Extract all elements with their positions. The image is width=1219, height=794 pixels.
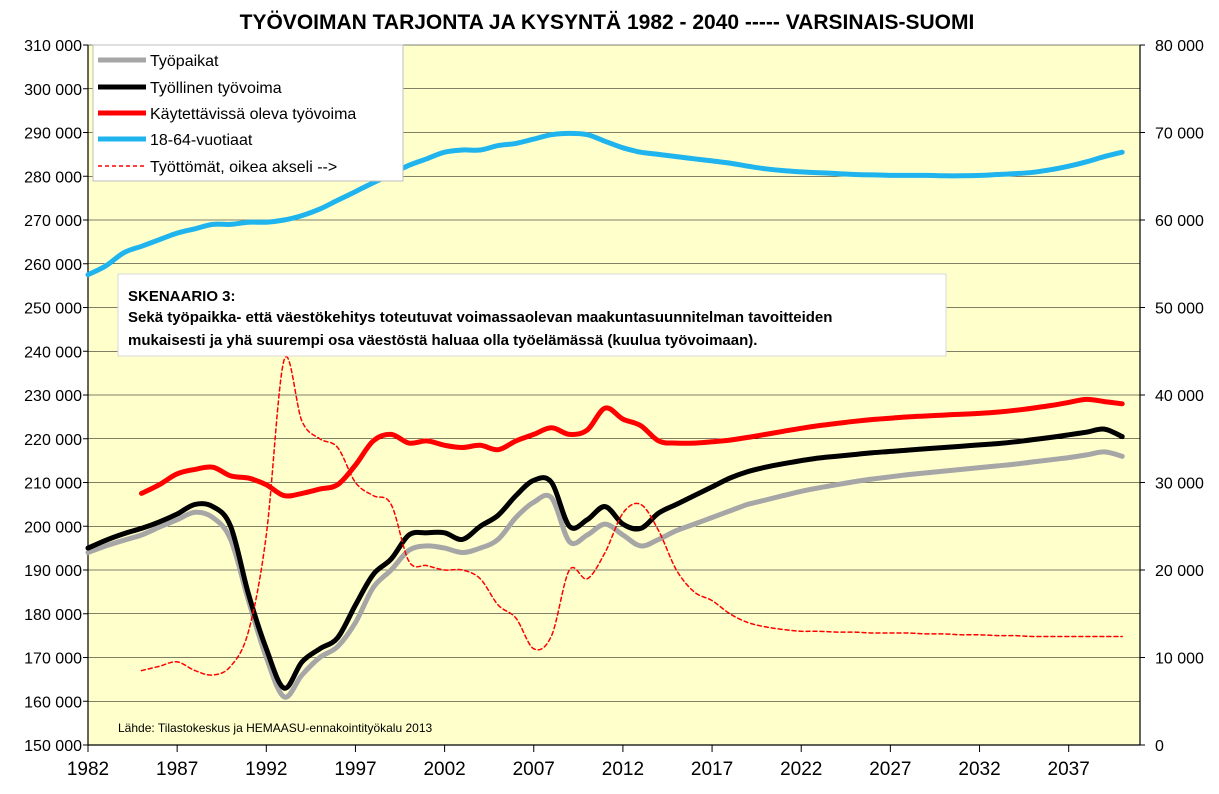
y-tick-label: 160 000 [24,694,82,711]
scenario-title: SKENAARIO 3: [128,288,236,305]
y2-tick-label: 0 [1155,738,1164,755]
x-tick-label: 2022 [780,759,822,780]
y-tick-label: 250 000 [24,301,82,318]
y2-tick-label: 40 000 [1155,388,1204,405]
x-tick-label: 2012 [602,759,644,780]
legend: Työpaikat Työllinen työvoima Käytettävis… [92,44,404,182]
x-tick-label: 2037 [1048,759,1090,780]
y-tick-label: 220 000 [24,432,82,449]
y-tick-label: 230 000 [24,388,82,405]
y-tick-label: 280 000 [24,169,82,186]
y2-tick-label: 10 000 [1155,651,1204,668]
series-tyottomat [140,356,1123,676]
scenario-box [117,273,947,357]
x-tick-label: 2007 [513,759,555,780]
y2-tick-label: 80 000 [1155,38,1204,55]
y-tick-label: 240 000 [24,344,82,361]
y-tick-label: 300 000 [24,82,82,99]
legend-label-kaytettavissa: Käytettävissä oleva työvoima [150,106,356,123]
series-tyopaikat [85,449,1125,700]
y2-tick-label: 70 000 [1155,126,1204,143]
x-tick-label: 2017 [691,759,733,780]
x-tick-label: 2027 [869,759,911,780]
y2-tick-label: 30 000 [1155,476,1204,493]
source-note: Lähde: Tilastokeskus ja HEMAASU-ennakoin… [118,721,433,735]
y-tick-label: 150 000 [24,738,82,755]
series-18-64-vuotiaat [85,130,1125,278]
y2-tick-label: 50 000 [1155,301,1204,318]
y-tick-label: 210 000 [24,476,82,493]
series-lines [85,130,1125,700]
y-tick-label: 180 000 [24,607,82,624]
x-tick-label: 1987 [156,759,198,780]
scenario-annotation: SKENAARIO 3: Sekä työpaikka- että väestö… [117,273,947,357]
legend-label-tyopaikat: Työpaikat [150,53,219,70]
y-tick-label: 270 000 [24,213,82,230]
chart-title: TYÖVOIMAN TARJONTA JA KYSYNTÄ 1982 - 204… [240,11,975,34]
legend-label-tyottomat: Työttömät, oikea akseli --> [150,159,337,176]
x-tick-label: 2032 [958,759,1000,780]
scenario-line-2: mukaisesti ja yhä suurempi osa väestöstä… [128,332,757,349]
y2-tick-label: 20 000 [1155,563,1204,580]
y2-tick-label: 60 000 [1155,213,1204,230]
axes: 310 000 300 000 290 000 280 000 270 000 260 0… [24,38,1204,780]
y-tick-label: 290 000 [24,126,82,143]
series-tyollinen-tyovoima [85,426,1125,691]
legend-label-18-64: 18-64-vuotiaat [150,132,253,149]
x-tick-label: 2002 [423,759,465,780]
x-tick-label: 1997 [334,759,376,780]
scenario-line-1: Sekä työpaikka- että väestökehitys toteu… [128,309,832,326]
y-tick-label: 260 000 [24,257,82,274]
y-tick-label: 200 000 [24,519,82,536]
series-kaytettavissa-oleva-tyovoima [139,396,1125,499]
x-tick-label: 1992 [245,759,287,780]
y-tick-label: 170 000 [24,651,82,668]
x-tick-label: 1982 [67,759,109,780]
y-tick-label: 310 000 [24,38,82,55]
legend-label-tyollinen: Työllinen työvoima [150,80,282,97]
y-tick-label: 190 000 [24,563,82,580]
